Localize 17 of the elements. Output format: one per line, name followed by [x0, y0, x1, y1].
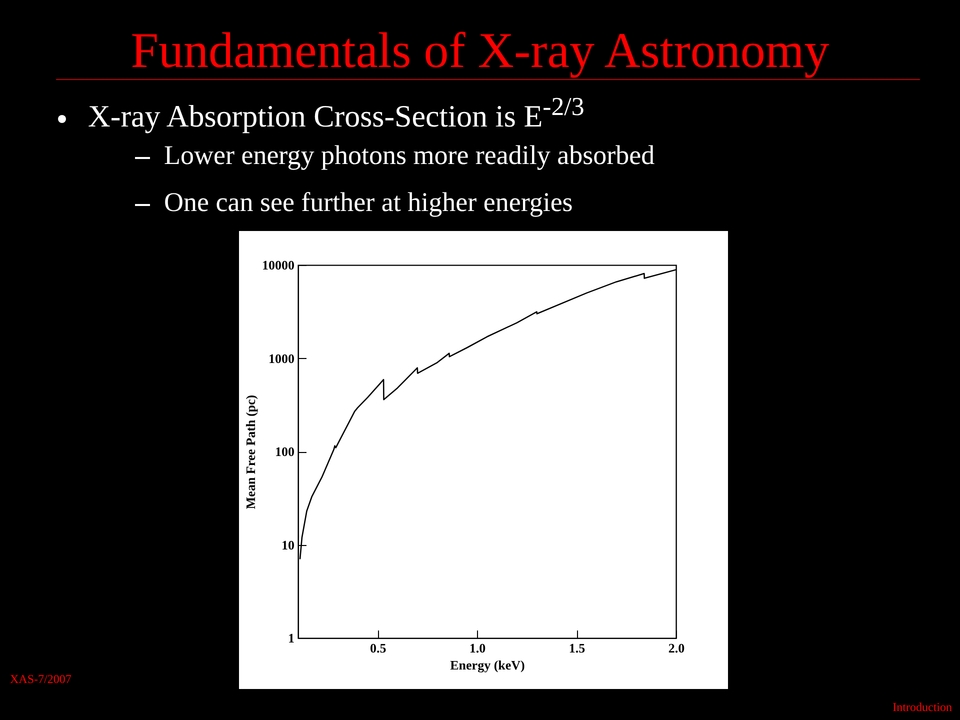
chart-title: Fundamentals of X-ray Astronomy [130, 22, 830, 78]
y-tick-label: 10000 [262, 258, 294, 272]
y-tick-label: 100 [275, 444, 294, 459]
x-tick-label: 2.0 [668, 640, 685, 656]
text: One can see further at higher energies [163, 187, 573, 218]
x-axis-title: Energy (keV) [450, 658, 525, 672]
x-tick-label: 1.0 [469, 640, 486, 656]
x-tick-label: 0.5 [370, 640, 387, 656]
text: XAS-7/2007 [10, 672, 72, 687]
y-tick-label: 1 [288, 630, 294, 646]
text: Lower energy photons more readily absorbed [163, 140, 655, 171]
y-tick-label: 10 [282, 537, 294, 552]
text: Introduction [892, 700, 952, 715]
y-tick-label: 1000 [268, 350, 294, 366]
x-tick-label: 1.5 [568, 640, 586, 656]
text: X-ray Absorption Cross-Section is E$^{-2/3}$ [87, 92, 584, 134]
y-axis-title: Mean Free Path (pc) [243, 394, 258, 510]
